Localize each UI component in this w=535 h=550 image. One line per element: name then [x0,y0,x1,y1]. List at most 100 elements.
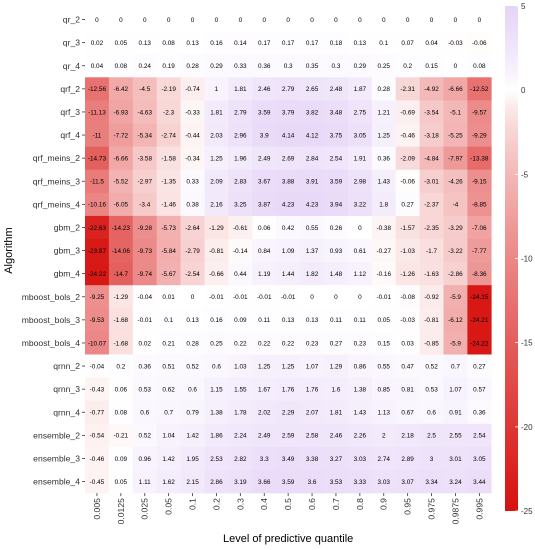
heatmap-cell [108,377,134,401]
heatmap-cell [180,400,205,425]
heatmap-cell [347,239,373,263]
heatmap-cell [132,146,157,170]
cell-value-label: 0.93 [330,248,343,255]
cell-value-label: -9.29 [472,132,487,139]
cell-value-label: 0.28 [186,63,199,70]
heatmap-cell [371,31,396,55]
cell-value-label: 4.14 [282,132,295,139]
heatmap-cell [85,262,110,286]
cell-value-label: 0.22 [234,340,247,347]
cell-value-label: 2.49 [258,433,271,440]
cell-value-label: 1.38 [210,410,223,417]
heatmap-cell [156,54,181,78]
cell-value-label: 0.11 [354,317,366,324]
heatmap-cell [395,354,420,378]
heatmap-cell [85,31,110,55]
heatmap-cell [228,377,253,401]
cell-value-label: -1.7 [426,248,437,255]
cell-value-label: 0.29 [210,63,223,70]
cell-value-label: 0.01 [162,294,175,301]
cell-value-label: 0.11 [330,317,342,324]
heatmap-cell [419,8,444,32]
cell-value-label: 0 [191,17,195,24]
heatmap-cell [419,146,444,170]
heatmap-cell [252,31,277,55]
heatmap-cell [324,8,349,32]
cell-value-label: 0.86 [354,363,367,370]
colorbar-tick-label: 0 [521,86,526,95]
heatmap-cell [252,169,277,194]
heatmap-cell [395,8,420,32]
heatmap-cell [132,308,157,332]
heatmap-cell [204,215,229,240]
cell-value-label: 3.03 [354,456,367,463]
colorbar-tick-label: -15 [521,339,533,348]
cell-value-label: 0.3 [332,63,341,70]
y-tick-label: qrf_2 [60,84,80,94]
heatmap-cell [228,169,253,194]
heatmap-cell [419,77,444,101]
cell-value-label: 2.82 [234,456,247,463]
heatmap-cell [371,192,396,217]
cell-value-label: 1.6 [332,386,341,393]
heatmap-cell [85,215,110,240]
heatmap-cell [85,77,110,101]
y-tick-label: qrf_meins_3 [33,176,81,186]
cell-value-label: -1.29 [114,294,129,301]
cell-value-label: -1.03 [400,248,415,255]
cell-value-label: 0.15 [378,340,391,347]
cell-value-label: 2.03 [210,132,223,139]
cell-value-label: 0.38 [186,202,199,209]
heatmap-cell [180,331,205,355]
heatmap-cell [467,192,492,217]
cell-value-label: 4.23 [306,202,319,209]
cell-value-label: 0.17 [258,40,271,47]
cell-value-label: 0 [478,17,482,24]
cell-value-label: 1.81 [210,109,223,116]
heatmap-cell [180,8,205,32]
heatmap-cell [419,446,444,471]
heatmap-cell [156,354,181,378]
heatmap-cell [395,215,420,240]
heatmap-cell [252,8,277,32]
cell-value-label: 0.17 [282,40,295,47]
cell-value-label: 0.53 [425,386,438,393]
cell-value-label: -0.06 [472,40,487,47]
heatmap-cell [228,239,253,263]
heatmap-cell [276,192,301,217]
heatmap-cell [85,123,110,147]
heatmap-cell [204,192,229,217]
cell-value-label: -0.03 [448,40,463,47]
cell-value-label: 1.13 [378,410,391,417]
x-tick-label: 0.4 [259,498,269,510]
heatmap-cell [180,446,205,471]
cell-value-label: 0.2 [116,363,125,370]
cell-value-label: -11.13 [88,109,106,116]
cell-value-label: 3.48 [330,109,343,116]
heatmap-cell [371,446,396,471]
cell-value-label: 0.52 [139,433,152,440]
heatmap-cell [108,308,134,332]
cell-value-label: -0.44 [185,132,200,139]
heatmap-cell [443,285,468,309]
heatmap-cell [228,146,253,170]
cell-value-label: 3.24 [449,479,462,486]
heatmap-cell [180,54,205,78]
cell-value-label: 1.82 [306,271,319,278]
y-tick-label: qrf_meins_2 [33,153,81,163]
cell-value-label: 3.87 [258,202,271,209]
heatmap-cell [300,354,325,378]
cell-value-label: -3.58 [137,155,152,162]
heatmap-cell [324,146,349,170]
heatmap-cell [443,239,468,263]
cell-value-label: 0.27 [330,340,343,347]
cell-value-label: -1.63 [424,271,439,278]
cell-value-label: 0.08 [115,410,128,417]
x-tick-label: 0.2 [211,498,221,510]
heatmap-cell [395,262,420,286]
cell-value-label: 0.13 [354,40,367,47]
cell-value-label: 3.3 [260,456,269,463]
heatmap-cell [85,446,110,471]
y-tick-label: qr_2 [63,15,80,25]
cell-value-label: 0.6 [427,410,436,417]
